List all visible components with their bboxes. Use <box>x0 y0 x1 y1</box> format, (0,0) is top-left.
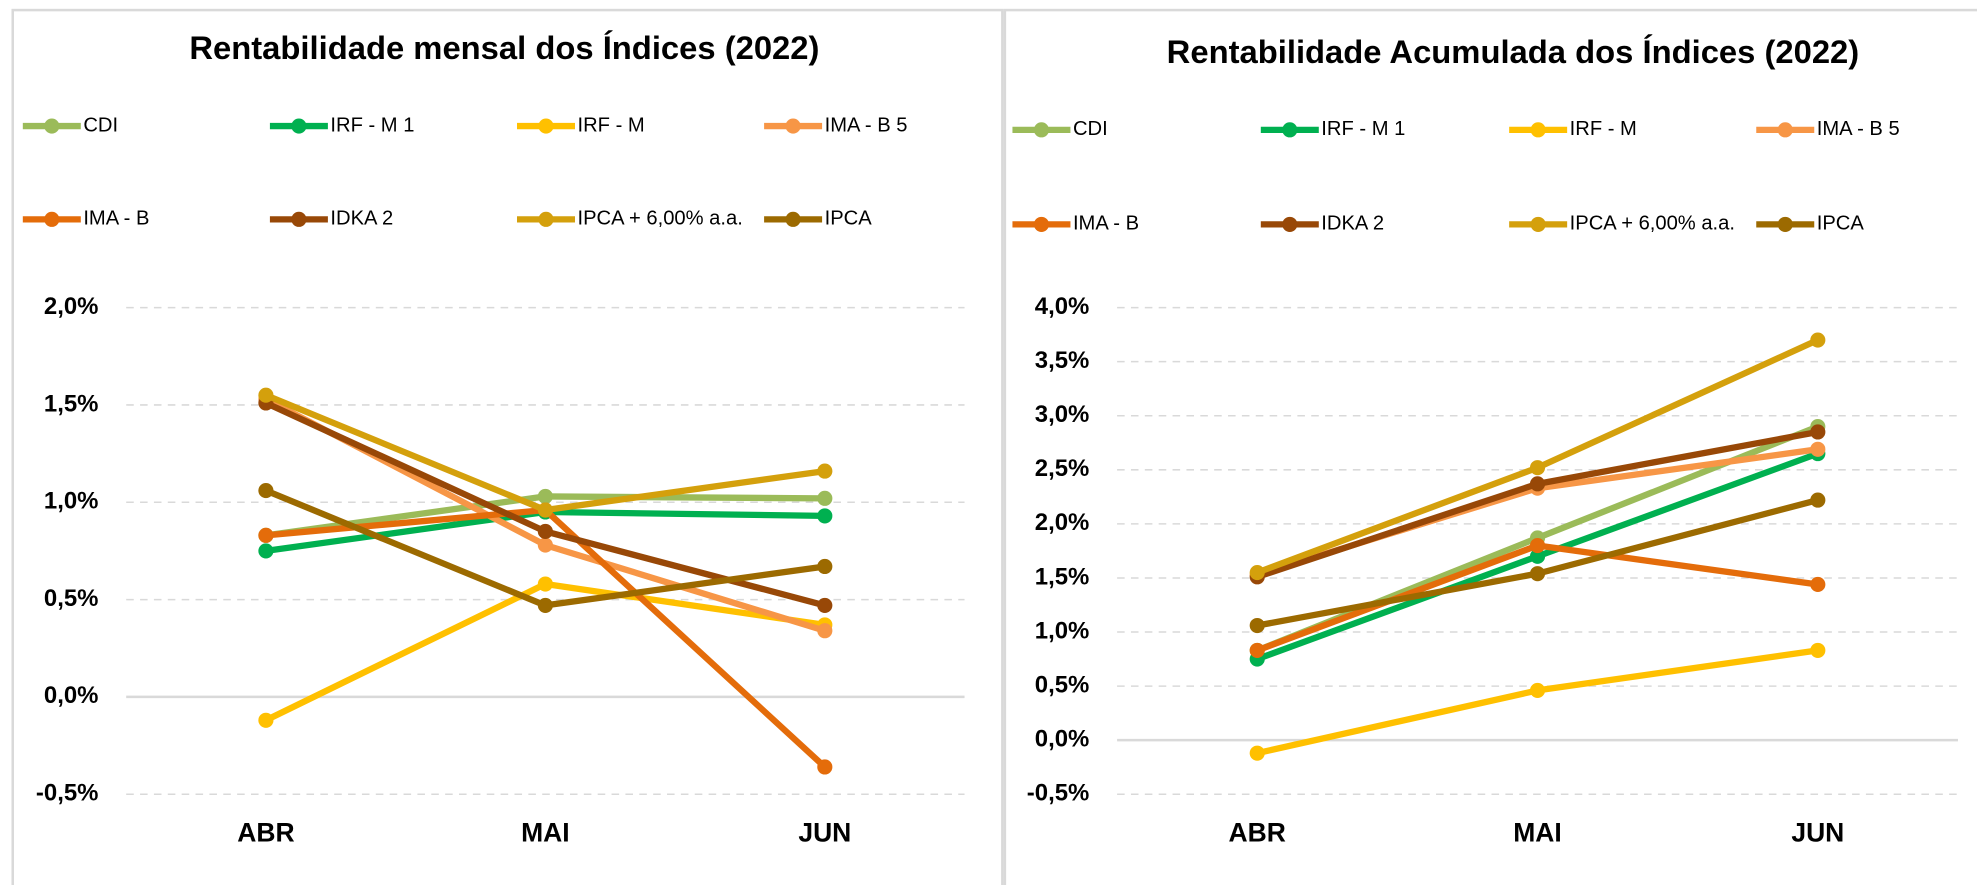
panel <box>1003 8 1977 885</box>
legend-marker <box>1530 122 1546 138</box>
data-point <box>1249 564 1265 581</box>
legend-label: IPCA + 6,00% a.a. <box>1570 213 1735 235</box>
legend-marker <box>1777 216 1793 232</box>
x-tick-label: MAI <box>521 818 570 848</box>
data-point <box>817 597 833 613</box>
data-point <box>258 387 274 403</box>
y-tick-label: 4,0% <box>1035 293 1090 320</box>
y-tick-label: 2,5% <box>1035 455 1090 482</box>
legend-label: IPCA <box>825 208 873 230</box>
legend-marker <box>1033 216 1050 232</box>
data-point <box>817 490 833 506</box>
y-tick-label: 1,5% <box>44 390 99 417</box>
data-point <box>1810 576 1826 593</box>
data-point <box>1529 682 1546 698</box>
data-point <box>258 712 274 728</box>
y-tick-label: 1,0% <box>44 488 99 515</box>
legend-label: IPCA + 6,00% a.a. <box>578 208 743 230</box>
legend-marker <box>291 211 307 227</box>
data-point <box>817 759 833 775</box>
panel <box>11 8 1004 885</box>
legend-label: IRF - M 1 <box>1321 118 1405 140</box>
legend-label: CDI <box>1073 118 1108 140</box>
legend-label: CDI <box>83 114 118 136</box>
y-tick-label: 0,5% <box>44 585 99 612</box>
x-tick-label: ABR <box>1229 818 1286 848</box>
data-point <box>537 488 553 504</box>
data-point <box>1249 745 1265 761</box>
y-tick-label: 2,0% <box>1035 509 1090 536</box>
data-point <box>817 463 833 479</box>
y-tick-label: 3,0% <box>1035 401 1090 428</box>
legend-marker <box>44 211 60 227</box>
data-point <box>817 558 833 575</box>
data-point <box>537 537 553 553</box>
legend-marker <box>1282 122 1298 138</box>
x-tick-label: ABR <box>237 818 294 848</box>
y-tick-label: 1,0% <box>1035 617 1090 644</box>
chart-title: Rentabilidade Acumulada dos Índices (202… <box>1167 33 1860 70</box>
y-tick-label: 3,5% <box>1035 347 1090 374</box>
legend-marker <box>1777 122 1793 138</box>
legend-marker <box>44 118 60 134</box>
legend-marker <box>785 118 801 134</box>
legend-label: IMA - B <box>1073 213 1139 235</box>
legend-label: IDKA 2 <box>330 208 393 230</box>
x-tick-label: JUN <box>1791 818 1844 848</box>
legend-label: IMA - B <box>83 208 149 230</box>
data-point <box>1249 617 1265 634</box>
data-point <box>1529 476 1546 492</box>
data-point <box>1529 566 1546 582</box>
chart-title: Rentabilidade mensal dos Índices (2022) <box>189 29 819 66</box>
data-point <box>537 523 553 540</box>
legend-marker <box>1033 122 1050 138</box>
data-point <box>1529 460 1546 476</box>
data-point <box>258 483 274 499</box>
data-point <box>1529 537 1546 554</box>
legend-marker <box>538 118 554 134</box>
x-tick-label: MAI <box>1513 818 1562 848</box>
legend-marker <box>785 211 801 227</box>
data-point <box>817 623 833 639</box>
data-point <box>258 527 274 543</box>
y-tick-label: 2,0% <box>44 293 99 320</box>
data-point <box>1810 332 1826 348</box>
y-tick-label: -0,5% <box>36 780 99 807</box>
y-tick-label: 0,0% <box>44 682 99 709</box>
data-point <box>1529 548 1546 564</box>
data-point <box>817 508 833 524</box>
y-tick-label: 0,0% <box>1035 725 1090 752</box>
legend-label: IRF - M <box>1570 118 1637 140</box>
data-point <box>537 502 553 518</box>
legend-marker <box>1530 216 1546 232</box>
legend-marker <box>291 118 307 134</box>
x-tick-label: JUN <box>798 818 851 848</box>
legend-label: IRF - M <box>578 114 645 136</box>
data-point <box>537 576 553 592</box>
legend-label: IRF - M 1 <box>330 114 414 136</box>
legend-label: IPCA <box>1817 213 1865 235</box>
legend-marker <box>1282 216 1298 232</box>
y-tick-label: -0,5% <box>1027 780 1090 807</box>
data-point <box>1810 492 1826 508</box>
legend-label: IMA - B 5 <box>1817 118 1900 140</box>
legend-label: IDKA 2 <box>1321 213 1384 235</box>
y-tick-label: 1,5% <box>1035 563 1090 590</box>
data-point <box>258 543 274 559</box>
data-point <box>1810 642 1826 658</box>
legend-label: IMA - B 5 <box>825 114 908 136</box>
data-point <box>1810 424 1826 440</box>
data-point <box>1810 441 1826 457</box>
legend-marker <box>538 211 554 227</box>
y-tick-label: 0,5% <box>1035 671 1090 698</box>
data-point <box>537 597 553 613</box>
data-point <box>1249 642 1265 658</box>
